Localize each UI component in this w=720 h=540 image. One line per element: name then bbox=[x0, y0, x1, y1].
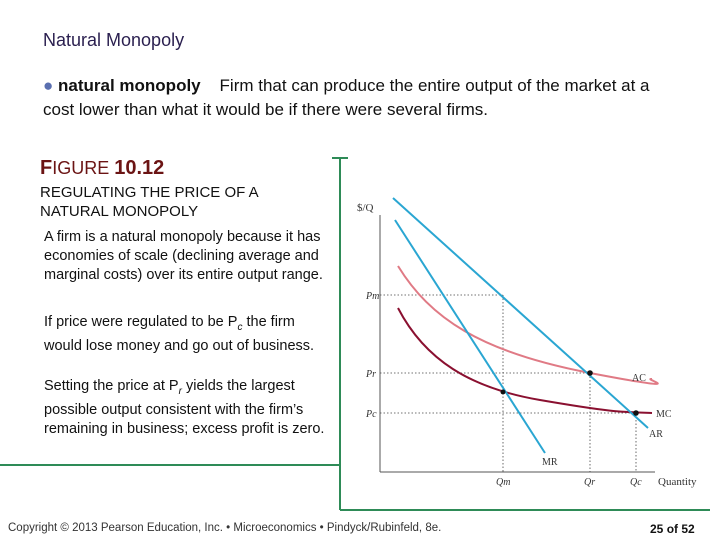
caption2-text-a: If price were regulated to be P bbox=[44, 314, 238, 330]
caption3-text-b: yields the largest possible output consi… bbox=[44, 378, 325, 437]
price-label-pr: Pr bbox=[365, 369, 376, 380]
caption2-text-b: the firm would lose money and go out of … bbox=[44, 314, 315, 354]
curve-label-mc: MC bbox=[656, 409, 672, 420]
page-current: 25 bbox=[650, 522, 664, 536]
price-label-pm: Pm bbox=[365, 291, 379, 302]
quantity-label-qr: Qr bbox=[584, 477, 595, 488]
point-regulated-r bbox=[587, 370, 593, 376]
footer-copyright: Copyright © 2013 Pearson Education, Inc.… bbox=[8, 522, 442, 534]
ar-demand-line bbox=[392, 197, 649, 429]
quantity-label-qc: Qc bbox=[630, 477, 642, 488]
mr-line bbox=[394, 219, 546, 454]
mc-curve bbox=[397, 307, 653, 414]
caption3-subscript: r bbox=[178, 385, 182, 397]
caption-price-pc: If price were regulated to be Pc the fir… bbox=[44, 313, 329, 356]
point-regulated-c bbox=[633, 410, 639, 416]
figure-title: REGULATING THE PRICE OF A NATURAL MONOPO… bbox=[40, 184, 258, 220]
point-monopoly bbox=[500, 389, 506, 395]
caption2-subscript: c bbox=[237, 321, 243, 333]
definition-term: natural monopoly bbox=[58, 76, 201, 95]
curve-label-mr: MR bbox=[542, 457, 558, 468]
definition-paragraph: ● natural monopoly Firm that can produce… bbox=[43, 74, 663, 122]
figure-label-initial: F bbox=[40, 157, 53, 179]
definition-text: Firm that can produce the entire output … bbox=[43, 76, 650, 119]
page-total: 52 bbox=[681, 522, 695, 536]
price-label-pc: Pc bbox=[365, 409, 377, 420]
curve-label-ar: AR bbox=[649, 429, 663, 440]
y-axis-label: $/Q bbox=[357, 202, 374, 214]
page-number: 25 of 52 bbox=[650, 522, 695, 536]
bullet-icon: ● bbox=[43, 76, 54, 95]
quantity-label-qm: Qm bbox=[496, 477, 510, 488]
slide-title: Natural Monopoly bbox=[43, 30, 185, 50]
caption-economies-of-scale: A firm is a natural monopoly because it … bbox=[44, 229, 323, 283]
caption-price-pr: Setting the price at Pr yields the large… bbox=[44, 377, 329, 439]
curve-label-ac: AC bbox=[632, 373, 646, 384]
guide-lines bbox=[380, 294, 637, 472]
page-separator: of bbox=[663, 522, 682, 536]
caption3-text-a: Setting the price at P bbox=[44, 378, 179, 394]
x-axis-label: Quantity bbox=[658, 476, 697, 488]
figure-label: FIGURE 10.12 bbox=[40, 157, 164, 180]
figure-label-word: IGURE bbox=[52, 158, 115, 178]
figure-label-number: 10.12 bbox=[114, 157, 165, 179]
